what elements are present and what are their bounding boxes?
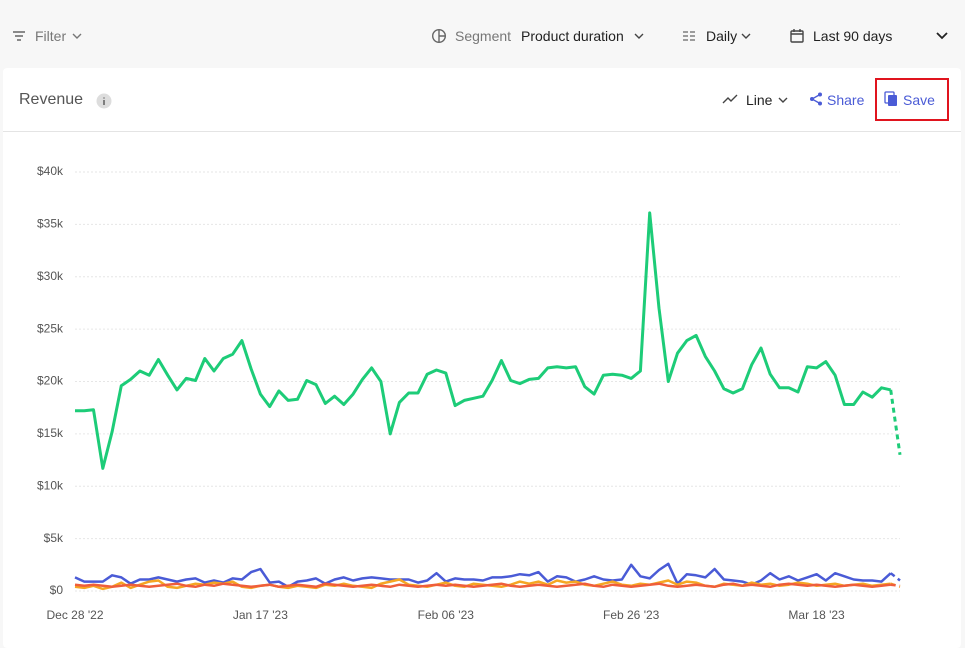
save-icon xyxy=(884,91,897,106)
y-tick-label: $35k xyxy=(37,217,64,231)
card-title: Revenue xyxy=(19,91,84,108)
chevron xyxy=(634,33,644,39)
series-line xyxy=(74,582,891,589)
x-tick-label: Mar 18 '23 xyxy=(788,608,845,622)
y-tick-label: $10k xyxy=(37,478,64,492)
chevron[interactable] xyxy=(935,30,949,42)
segment-dropdown[interactable]: Product duration xyxy=(521,28,624,44)
segment-icon xyxy=(431,28,447,44)
share-button[interactable]: Share xyxy=(827,92,865,108)
interval-dropdown[interactable]: Daily xyxy=(706,28,738,44)
series-line-partial xyxy=(889,572,901,582)
x-tick-label: Feb 26 '23 xyxy=(603,608,660,622)
calendar-icon xyxy=(790,29,804,43)
card xyxy=(3,68,961,648)
x-tick-label: Dec 28 '22 xyxy=(47,608,104,622)
line-icon xyxy=(722,94,738,104)
chevron xyxy=(741,33,751,39)
share-icon xyxy=(810,92,822,106)
series-line xyxy=(75,211,892,470)
filter-button[interactable]: Filter xyxy=(35,28,67,44)
x-tick-label: Feb 06 '23 xyxy=(418,608,475,622)
y-tick-label: $30k xyxy=(37,269,64,283)
y-tick-label: $20k xyxy=(37,374,64,388)
info-icon[interactable] xyxy=(96,93,112,109)
chevron xyxy=(72,33,82,39)
series-line-partial xyxy=(889,389,902,456)
y-tick-label: $0 xyxy=(50,583,64,597)
chevron xyxy=(778,97,788,103)
y-tick-label: $5k xyxy=(44,531,64,545)
x-tick-label: Jan 17 '23 xyxy=(233,608,288,622)
segment-label: Segment xyxy=(455,28,512,44)
save-button[interactable]: Save xyxy=(903,92,935,108)
y-tick-label: $40k xyxy=(37,164,64,178)
divider xyxy=(3,131,961,132)
y-tick-label: $25k xyxy=(37,321,64,335)
date-range-dropdown[interactable]: Last 90 days xyxy=(813,28,893,44)
series-line-partial xyxy=(890,583,901,588)
y-tick-label: $15k xyxy=(37,426,64,440)
interval-icon xyxy=(683,31,695,41)
highlight-box xyxy=(875,78,949,121)
filter-icon xyxy=(13,31,25,41)
view-dropdown[interactable]: Line xyxy=(746,92,773,108)
